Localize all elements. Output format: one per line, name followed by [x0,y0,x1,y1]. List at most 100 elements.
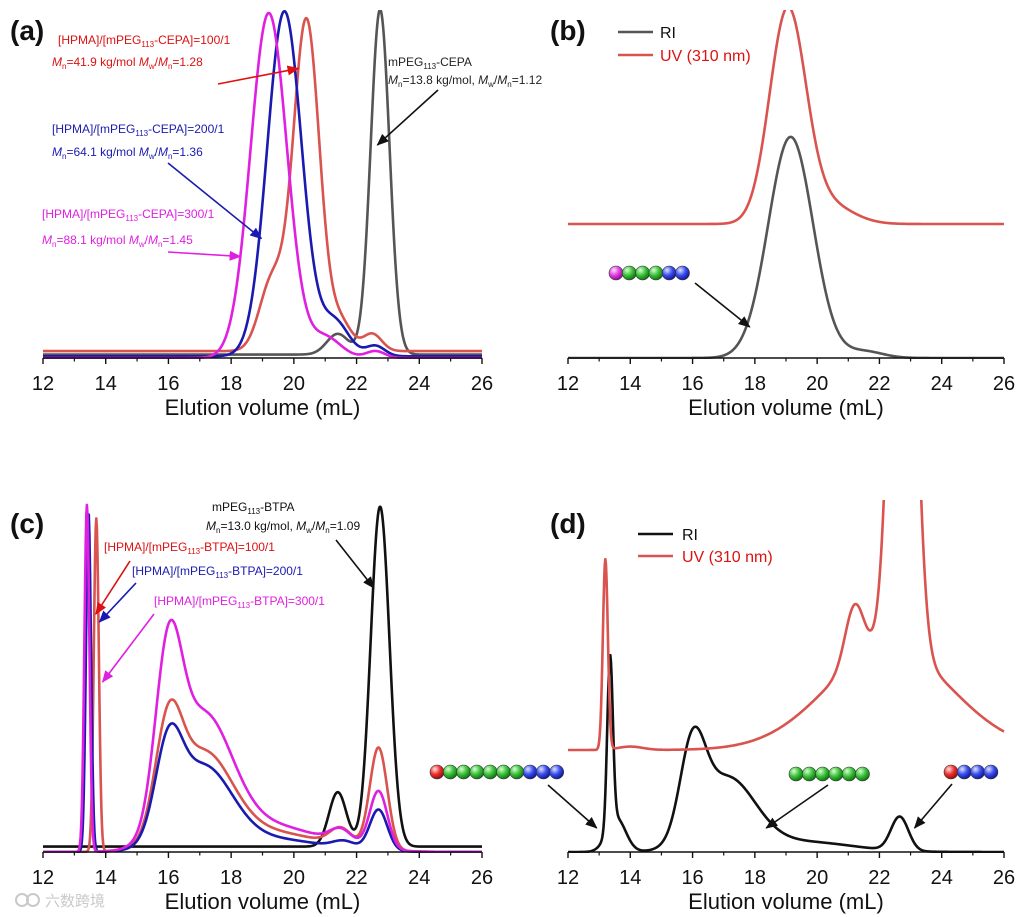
bead-magenta [608,265,624,281]
x-tick-label: 14 [95,867,117,889]
panel-b: (b) 12 14 16 18 20 22 24 26 Elution volume (mL) [550,10,1015,420]
arrow-200-1 [167,162,263,240]
annotation-text-part: / [145,233,149,247]
annotation-text-part: =1.28 [172,55,203,69]
series-group [567,10,1005,359]
bead-blue [970,764,985,780]
annotation-detail: Mn=88.1 kg/mol Mw/Mn=1.45 [42,233,193,249]
annotation-text-part: mPEG [152,540,187,554]
x-tick-label: 18 [220,373,242,395]
annotation-text-part: -CEPA]=300/1 [138,207,214,221]
annotation-text-part: w [148,152,155,161]
annotation-text-part: M [497,73,507,87]
annotation-text-part: mPEG [90,207,125,221]
bead-blue [983,764,999,780]
bead-green [815,766,830,782]
bead-red [429,764,445,780]
annotation-text-part: mPEG [106,33,141,47]
arrow-bead-short [913,783,953,829]
x-tick-label: 18 [744,867,766,889]
arrow-300-1 [167,250,242,261]
bead-green [442,764,458,780]
x-axis-title: Elution volume (mL) [165,889,361,914]
bead-green [635,265,650,281]
panel-d: (d) 12 14 16 18 20 22 24 26 Elution volume (mL) [550,500,1015,914]
annotation-text-part: 113 [215,571,228,580]
annotation-text-part: M [42,233,52,247]
panel-letter: (d) [550,508,586,539]
series-line-hpma-mpeg113-cepa-200-1 [42,10,483,358]
annotation-text-part: -CEPA [436,55,472,69]
legend-label-ri: RI [682,527,698,544]
bead-green [469,764,485,780]
arrow-btpa-200-1 [98,582,137,623]
annotation-text-part: 113 [423,62,436,71]
annotation-text-part: / [155,145,159,159]
annotation-text-part: w [487,80,494,89]
annotation-text-part: =13.8 kg/mol, [402,73,478,87]
annotation-text-part: [HPMA]/[ [52,122,101,136]
x-tick-label: 26 [471,867,493,889]
annotation-detail: Mn=41.9 kg/mol Mw/Mn=1.28 [52,55,203,71]
annotation-text-part: M [315,519,325,533]
series-line-hpma-mpeg113-cepa-100-1 [42,16,483,353]
annotation-text-part: 113 [247,507,260,516]
legend-label-uv: UV (310 nm) [682,549,773,566]
annotation-text-part: / [155,55,159,69]
annotation-text-part: -BTPA]=200/1 [228,564,303,578]
annotation-text-part: =64.1 kg/mol [66,145,138,159]
annotation-detail: Mn=13.0 kg/mol, Mw/Mn=1.09 [206,519,360,535]
bead-green [496,764,511,780]
annotation-text-part: n [398,80,402,89]
series-line-ri [567,653,1005,853]
bead-green [456,764,471,780]
annotation-text-part: [HPMA]/[ [132,564,181,578]
arrow-btpa-300-1 [101,613,155,683]
series-line-ri [567,135,1005,359]
annotation-text-part: M [129,233,139,247]
annotation-text-part: M [478,73,488,87]
bead-green [855,766,870,782]
x-tick-label: 12 [32,373,54,395]
bead-blue [675,265,690,281]
annotation-text-part: n [507,80,511,89]
annotation-text-part: =13.0 kg/mol, [220,519,296,533]
annotation-text-part: n [325,526,329,535]
panel-b-legend: RI UV (310 nm) [608,25,751,328]
series-line-hpma-mpeg113-btpa-300-1 [42,503,483,853]
legend-label-ri: RI [660,25,676,42]
x-tick-label: 26 [993,867,1015,889]
arrow-bead-b [694,282,751,328]
bead-blue [661,265,677,281]
annotation-text-part: n [168,152,172,161]
bead-blue [522,764,538,780]
bead-green [841,766,857,782]
bead-green [788,766,804,782]
annotation-label: [HPMA]/[mPEG113-CEPA]=200/1 [52,122,225,138]
annotation-text-part: =1.12 [512,73,543,87]
x-axis-title: Elution volume (mL) [165,395,361,420]
x-tick-label: 16 [157,867,179,889]
annotation-text-part: [HPMA]/[ [104,540,153,554]
annotation-text-part: M [388,73,398,87]
x-tick-label: 20 [283,373,305,395]
annotation-text-part: mPEG [202,594,237,608]
series-line-uv-310-nm [567,10,1005,226]
arrow-100-1 [217,65,300,85]
x-tick-label: 22 [868,373,890,395]
annotation-text-part: mPEG [388,55,423,69]
x-axis-title: Elution volume (mL) [688,395,884,420]
x-axis-title: Elution volume (mL) [688,889,884,914]
annotation-text-part: M [52,55,62,69]
annotation-text-part: =1.09 [330,519,361,533]
bead-green [828,766,844,782]
annotation-text-part: mPEG [180,564,215,578]
annotation-label: [HPMA]/[mPEG113-CEPA]=300/1 [42,207,215,223]
annotation-text-part: 113 [237,601,250,610]
arrow-mpeg [376,89,439,146]
legend-label-uv: UV (310 nm) [660,48,751,65]
x-tick-label: 16 [681,373,703,395]
annotation-text-part: M [139,55,149,69]
panel-a: (a) 12 14 16 18 20 22 24 26 Elution volume (mL) [10,10,493,420]
